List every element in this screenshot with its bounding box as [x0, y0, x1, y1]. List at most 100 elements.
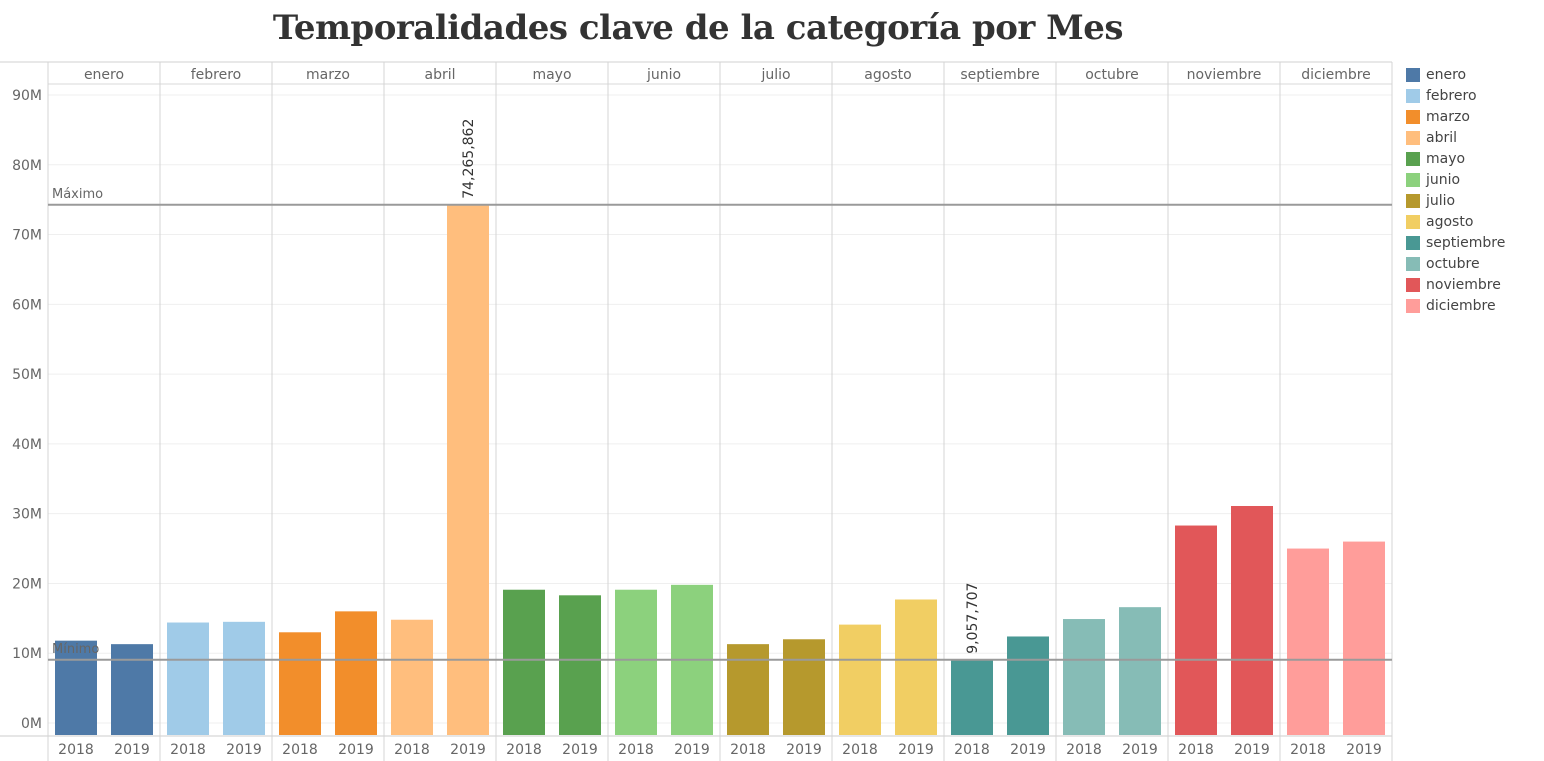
bar-febrero-2019: [223, 621, 265, 735]
legend-swatch: [1406, 214, 1420, 229]
reference-line-label: Máximo: [52, 187, 103, 202]
x-tick-label: 2019: [1010, 742, 1046, 758]
legend-item: diciembre: [1406, 295, 1505, 316]
data-label: 74,265,862: [461, 119, 477, 199]
legend-item: mayo: [1406, 148, 1505, 169]
legend: enero febrero marzo abril mayo junio julio agos…: [1406, 64, 1505, 316]
x-tick-label: 2019: [226, 742, 262, 758]
x-tick-label: 2019: [1122, 742, 1158, 758]
bar-octubre-2019: [1119, 607, 1161, 735]
legend-item: julio: [1406, 190, 1505, 211]
y-tick-label: 50M: [12, 367, 42, 383]
x-tick-label: 2018: [730, 742, 766, 758]
bar-julio-2019: [783, 639, 825, 735]
legend-swatch: [1406, 130, 1420, 145]
legend-swatch: [1406, 298, 1420, 313]
legend-swatch: [1406, 235, 1420, 250]
bar-diciembre-2018: [1287, 548, 1329, 735]
bar-febrero-2018: [167, 622, 209, 735]
y-tick-label: 30M: [12, 507, 42, 523]
legend-item: noviembre: [1406, 274, 1505, 295]
legend-swatch: [1406, 151, 1420, 166]
y-tick-label: 20M: [12, 576, 42, 592]
x-tick-label: 2018: [1066, 742, 1102, 758]
x-tick-label: 2018: [618, 742, 654, 758]
x-tick-label: 2018: [282, 742, 318, 758]
legend-label: julio: [1426, 192, 1456, 209]
panel-header: mayo: [532, 67, 571, 83]
x-tick-label: 2019: [338, 742, 374, 758]
bar-enero-2018: [55, 640, 97, 735]
legend-label: junio: [1426, 171, 1461, 188]
x-tick-label: 2019: [1234, 742, 1270, 758]
legend-swatch: [1406, 109, 1420, 124]
bar-noviembre-2019: [1231, 505, 1273, 735]
legend-swatch: [1406, 277, 1420, 292]
legend-swatch: [1406, 256, 1420, 271]
bar-marzo-2018: [279, 632, 321, 735]
panel-header: diciembre: [1301, 67, 1371, 83]
panel-header: noviembre: [1187, 67, 1262, 83]
panel-header: marzo: [306, 67, 350, 83]
legend-item: enero: [1406, 64, 1505, 85]
bar-abril-2019: [447, 204, 489, 736]
x-tick-label: 2018: [394, 742, 430, 758]
x-tick-label: 2018: [170, 742, 206, 758]
legend-item: junio: [1406, 169, 1505, 190]
data-label: 9,057,707: [965, 583, 981, 654]
bar-agosto-2019: [895, 599, 937, 735]
bar-mayo-2019: [559, 595, 601, 735]
x-tick-label: 2018: [506, 742, 542, 758]
x-tick-label: 2019: [1346, 742, 1382, 758]
legend-label: abril: [1426, 129, 1458, 146]
bar-octubre-2018: [1063, 619, 1105, 735]
bar-enero-2019: [111, 644, 153, 735]
legend-item: febrero: [1406, 85, 1505, 106]
legend-item: octubre: [1406, 253, 1505, 274]
x-tick-label: 2018: [954, 742, 990, 758]
x-tick-label: 2019: [786, 742, 822, 758]
legend-item: marzo: [1406, 106, 1505, 127]
legend-label: noviembre: [1426, 276, 1501, 293]
legend-item: abril: [1406, 127, 1505, 148]
legend-swatch: [1406, 67, 1420, 82]
panel-header: agosto: [864, 67, 911, 83]
x-tick-label: 2018: [1290, 742, 1326, 758]
x-tick-label: 2019: [450, 742, 486, 758]
y-tick-label: 0M: [21, 716, 42, 732]
bar-abril-2018: [391, 619, 433, 735]
reference-line-label: Mínimo: [52, 642, 99, 657]
x-tick-label: 2018: [1178, 742, 1214, 758]
panel-header: julio: [760, 67, 790, 83]
panel-header: septiembre: [960, 67, 1039, 83]
legend-label: diciembre: [1426, 297, 1496, 314]
x-tick-label: 2018: [842, 742, 878, 758]
y-tick-label: 70M: [12, 228, 42, 244]
x-tick-label: 2019: [114, 742, 150, 758]
panel-header: febrero: [191, 67, 242, 83]
panel-header: octubre: [1085, 67, 1139, 83]
x-tick-label: 2019: [674, 742, 710, 758]
y-tick-label: 90M: [12, 88, 42, 104]
bar-julio-2018: [727, 644, 769, 735]
legend-swatch: [1406, 172, 1420, 187]
legend-label: octubre: [1426, 255, 1480, 272]
bar-noviembre-2018: [1175, 525, 1217, 735]
legend-label: febrero: [1426, 87, 1477, 104]
legend-label: mayo: [1426, 150, 1466, 167]
legend-item: septiembre: [1406, 232, 1505, 253]
legend-swatch: [1406, 88, 1420, 103]
y-tick-label: 80M: [12, 158, 42, 174]
panel-header: enero: [84, 67, 124, 83]
bar-marzo-2019: [335, 611, 377, 735]
x-tick-label: 2019: [898, 742, 934, 758]
x-tick-label: 2019: [562, 742, 598, 758]
x-tick-label: 2018: [58, 742, 94, 758]
bar-septiembre-2019: [1007, 636, 1049, 735]
bar-mayo-2018: [503, 589, 545, 735]
y-tick-label: 40M: [12, 437, 42, 453]
legend-item: agosto: [1406, 211, 1505, 232]
legend-label: agosto: [1426, 213, 1474, 230]
y-tick-label: 60M: [12, 297, 42, 313]
legend-swatch: [1406, 193, 1420, 208]
